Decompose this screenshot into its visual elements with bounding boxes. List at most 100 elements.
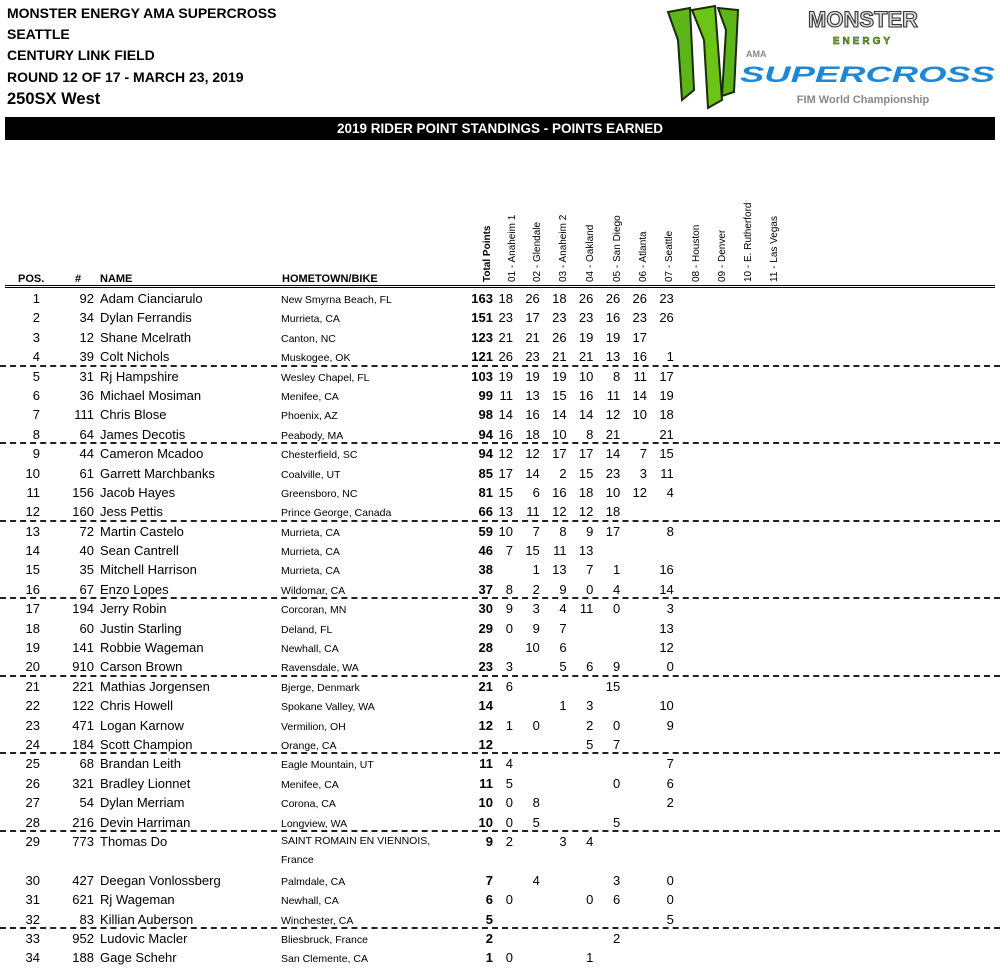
race-points: 3 — [612, 872, 621, 888]
rider-number: 54 — [79, 795, 94, 811]
rider-hometown: Murrieta, CA — [281, 313, 340, 326]
race-points: 17 — [525, 310, 540, 326]
rider-name: Chris Howell — [100, 698, 173, 714]
race-points: 14 — [578, 407, 594, 423]
race-points: 14 — [498, 407, 513, 423]
rider-hometown: San Clemente, CA — [281, 953, 368, 966]
race-points: 1 — [666, 349, 674, 365]
rider-hometown: Corcoran, MN — [281, 604, 347, 617]
race-points: 11 — [660, 465, 674, 481]
race-points: 12 — [498, 446, 513, 462]
race-points: 0 — [532, 717, 540, 733]
rider-name: Garrett Marchbanks — [100, 465, 215, 481]
race-points: 17 — [498, 465, 513, 481]
monster-supercross-logo: MONSTER ENERGY AMA SUPERCROSS FIM World … — [666, 4, 996, 110]
race-points: 23 — [632, 310, 647, 326]
rider-name: Carson Brown — [100, 659, 183, 675]
rider-total-points: 94 — [478, 426, 493, 442]
rider-number: 221 — [72, 678, 94, 694]
race-points: 0 — [505, 814, 513, 830]
race-points: 13 — [552, 562, 567, 578]
rider-hometown: Murrieta, CA — [281, 565, 340, 578]
rider-number: 141 — [72, 640, 94, 656]
rider-position: 13 — [25, 523, 40, 539]
rider-position: 8 — [32, 426, 40, 442]
rider-total-points: 23 — [478, 659, 493, 675]
race-points: 7 — [639, 446, 647, 462]
race-points: 16 — [578, 387, 594, 403]
race-points: 21 — [659, 426, 674, 442]
race-points: 14 — [605, 446, 621, 462]
race-points: 13 — [659, 620, 674, 636]
race-points: 2 — [559, 465, 567, 481]
race-points: 0 — [505, 950, 513, 966]
race-points: 6 — [666, 775, 674, 791]
rider-number: 773 — [72, 833, 94, 849]
rider-hometown: Menifee, CA — [281, 390, 339, 403]
rider-total-points: 85 — [478, 465, 493, 481]
rider-name: Justin Starling — [100, 620, 182, 636]
race-points: 7 — [532, 523, 540, 539]
race-points: 7 — [612, 736, 621, 752]
rider-name: Martin Castelo — [100, 523, 184, 539]
col-race-8: 08 - Houston — [691, 224, 702, 282]
race-points: 2 — [612, 930, 621, 946]
race-points: 14 — [632, 387, 647, 403]
race-points: 23 — [578, 310, 594, 326]
rider-hometown: Longview, WA — [281, 817, 348, 830]
rider-position: 3 — [32, 329, 40, 345]
race-points: 15 — [552, 387, 567, 403]
rider-total-points: 38 — [478, 562, 493, 578]
rider-name: Killian Auberson — [100, 911, 194, 927]
table-row: 6 36 Michael Mosiman Menifee, CA 99 11 13 15 16 1… — [0, 386, 1000, 405]
race-points: 17 — [632, 329, 647, 345]
race-points: 9 — [505, 601, 513, 617]
rider-position: 26 — [25, 775, 40, 791]
rider-hometown: Spokane Valley, WA — [281, 701, 375, 714]
table-row: 3 12 Shane Mcelrath Canton, NC 123 21 21 26 19 19… — [0, 328, 1000, 347]
rider-hometown: Wildomar, CA — [281, 584, 346, 597]
race-points: 11 — [526, 504, 540, 520]
rider-hometown: Coalville, UT — [281, 468, 341, 481]
rider-position: 2 — [32, 310, 40, 326]
rider-number: 471 — [72, 717, 94, 733]
race-points: 6 — [612, 892, 621, 908]
rider-hometown: SAINT ROMAIN EN VIENNOIS, France — [281, 834, 431, 867]
race-points: 2 — [666, 795, 674, 811]
rider-position: 15 — [25, 562, 40, 578]
rider-name: Brandan Leith — [100, 756, 181, 772]
rider-number: 188 — [72, 950, 94, 966]
race-points: 0 — [666, 872, 674, 888]
race-points: 18 — [659, 407, 674, 423]
rider-total-points: 21 — [478, 678, 493, 694]
rider-hometown: Bjerge, Denmark — [281, 681, 360, 694]
rider-hometown: Palmdale, CA — [281, 875, 346, 888]
race-points: 16 — [632, 349, 647, 365]
rider-total-points: 7 — [485, 872, 493, 888]
event-class: 250SX West — [7, 90, 101, 108]
race-points: 12 — [552, 504, 567, 520]
logo-energy: ENERGY — [833, 36, 893, 47]
race-points: 2 — [586, 717, 594, 733]
rider-number: 35 — [79, 562, 94, 578]
rider-position: 33 — [25, 930, 40, 946]
race-points: 12 — [659, 640, 674, 656]
rider-hometown: Peabody, MA — [281, 429, 344, 442]
race-points: 9 — [612, 659, 621, 675]
race-points: 21 — [498, 329, 513, 345]
rider-total-points: 6 — [485, 892, 493, 908]
table-row: 18 60 Justin Starling Deland, FL 29 0 9 7 13 — [0, 619, 1000, 638]
rider-total-points: 98 — [478, 407, 493, 423]
rider-number: 31 — [79, 368, 94, 384]
race-points: 1 — [505, 717, 513, 733]
race-points: 8 — [666, 523, 674, 539]
rider-name: Jerry Robin — [100, 601, 167, 617]
rider-position: 30 — [25, 872, 40, 888]
rider-name: Logan Karnow — [100, 717, 184, 733]
rider-hometown: Ravensdale, WA — [281, 662, 359, 675]
race-points: 12 — [632, 484, 647, 500]
col-name: NAME — [100, 273, 133, 285]
col-race-10: 10 - E. Rutherford — [743, 202, 754, 282]
rider-name: Enzo Lopes — [100, 581, 169, 597]
rider-position: 12 — [25, 504, 40, 520]
